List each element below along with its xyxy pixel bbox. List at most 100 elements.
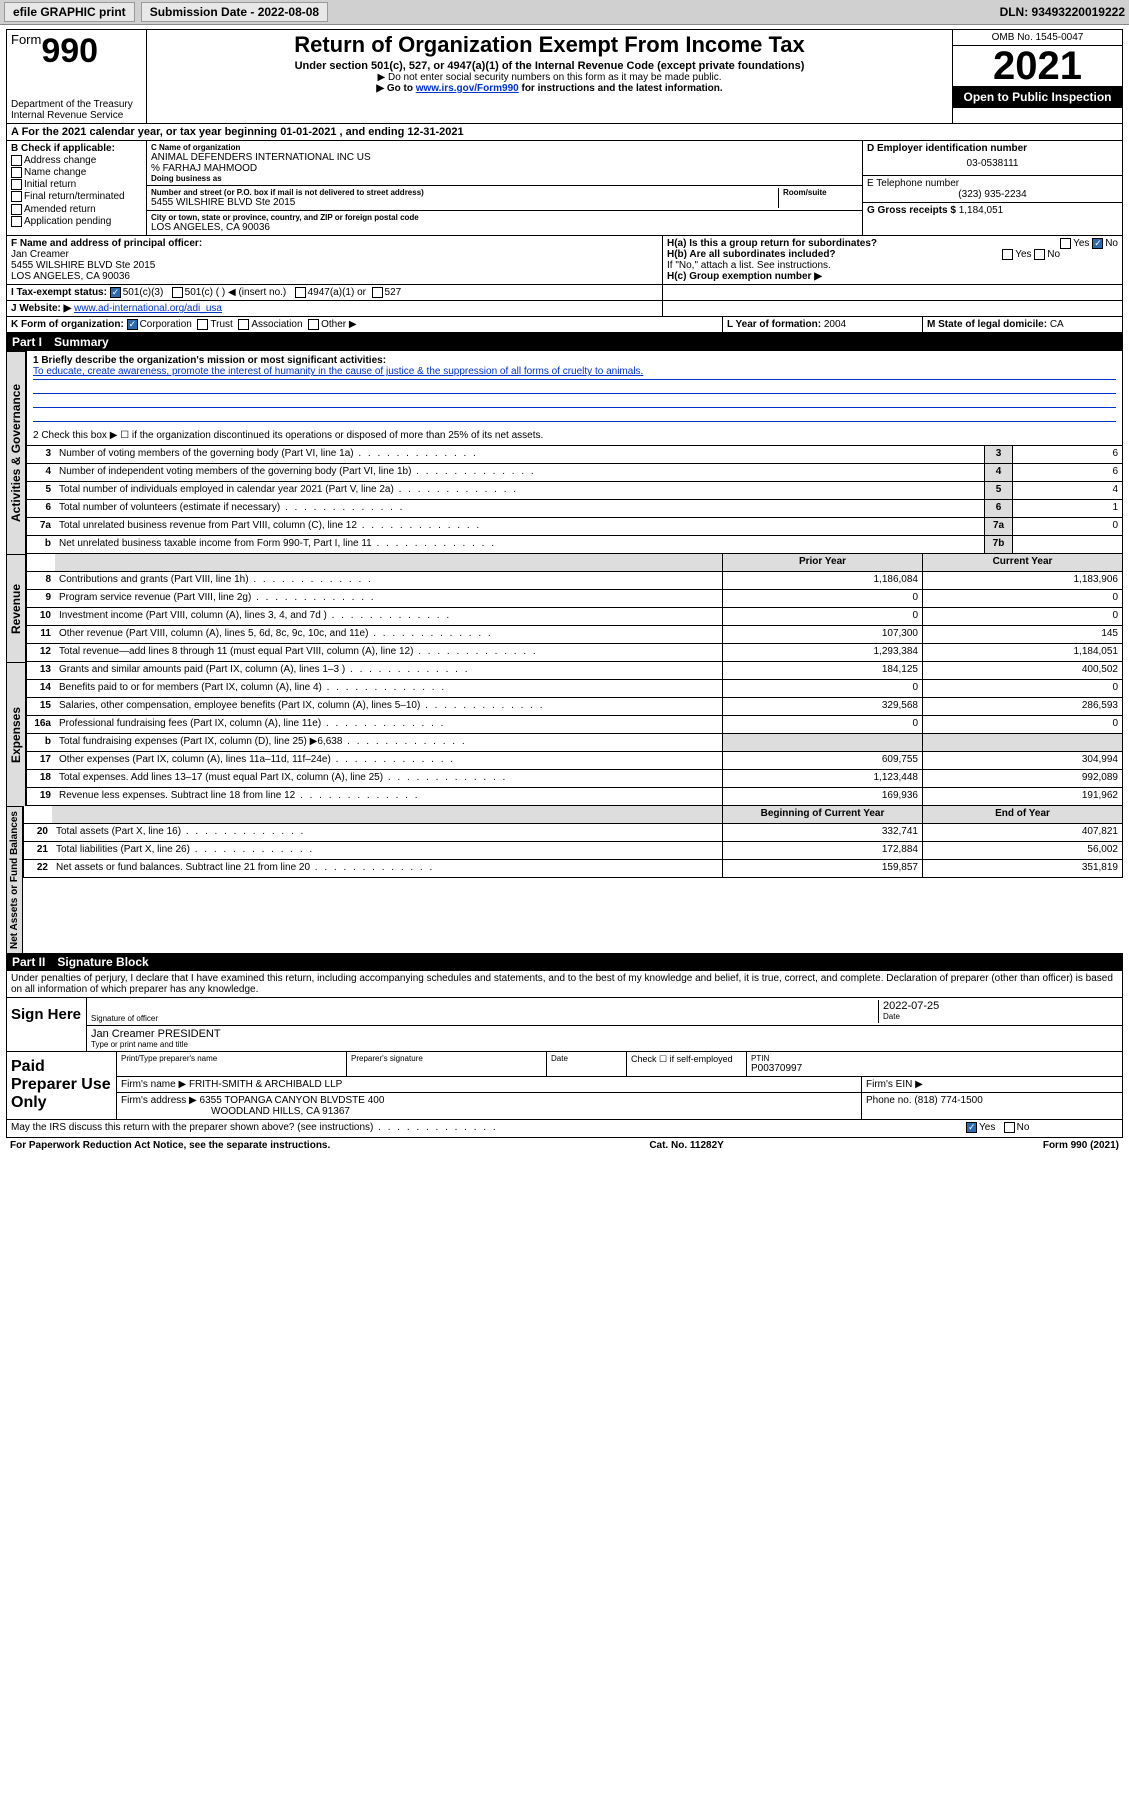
sign-here-block: Sign Here Signature of officer 2022-07-2… xyxy=(6,998,1123,1052)
ptin-value: P00370997 xyxy=(751,1063,1118,1074)
mission-blank-3 xyxy=(33,408,1116,422)
gov-line-b: bNet unrelated business taxable income f… xyxy=(26,536,1123,554)
exp-line-b: bTotal fundraising expenses (Part IX, co… xyxy=(26,734,1123,752)
cb-501c3[interactable] xyxy=(110,287,121,298)
officer-label: F Name and address of principal officer: xyxy=(11,238,658,249)
state-domicile: CA xyxy=(1050,319,1064,330)
prior-year-header: Prior Year xyxy=(722,554,922,571)
cb-hb-yes[interactable] xyxy=(1002,249,1013,260)
paid-preparer-block: Paid Preparer Use Only Print/Type prepar… xyxy=(6,1052,1123,1120)
cb-ha-no[interactable] xyxy=(1092,238,1103,249)
officer-signature-field[interactable] xyxy=(91,1000,878,1014)
officer-printed-name: Jan Creamer PRESIDENT xyxy=(91,1028,1118,1040)
officer-name: Jan Creamer xyxy=(11,249,658,260)
exp-line-17: 17Other expenses (Part IX, column (A), l… xyxy=(26,752,1123,770)
cb-ha-yes[interactable] xyxy=(1060,238,1071,249)
cb-final-return[interactable] xyxy=(11,191,22,202)
irs-link[interactable]: www.irs.gov/Form990 xyxy=(416,83,519,94)
cb-name-change[interactable] xyxy=(11,167,22,178)
discuss-row: May the IRS discuss this return with the… xyxy=(6,1120,1123,1138)
row-k-l-m: K Form of organization: Corporation Trus… xyxy=(6,317,1123,333)
dba-label: Doing business as xyxy=(151,174,858,183)
firm-addr2: WOODLAND HILLS, CA 91367 xyxy=(121,1106,857,1117)
footer-cat: Cat. No. 11282Y xyxy=(649,1140,723,1151)
gov-line-4: 4Number of independent voting members of… xyxy=(26,464,1123,482)
officer-addr1: 5455 WILSHIRE BLVD Ste 2015 xyxy=(11,260,658,271)
vert-label-revenue: Revenue xyxy=(6,554,26,662)
form-title: Return of Organization Exempt From Incom… xyxy=(153,32,946,58)
cb-discuss-yes[interactable] xyxy=(966,1122,977,1133)
officer-addr2: LOS ANGELES, CA 90036 xyxy=(11,271,658,282)
cb-initial-return[interactable] xyxy=(11,179,22,190)
vert-label-expenses: Expenses xyxy=(6,662,26,806)
rev-line-11: 11Other revenue (Part VIII, column (A), … xyxy=(26,626,1123,644)
ha-label: H(a) Is this a group return for subordin… xyxy=(667,238,877,249)
printed-name-label: Type or print name and title xyxy=(91,1040,1118,1049)
col-c-org-info: C Name of organization ANIMAL DEFENDERS … xyxy=(147,141,862,235)
dept-treasury: Department of the Treasury xyxy=(11,99,142,110)
form-id-box: Form990 Department of the Treasury Inter… xyxy=(7,30,147,123)
cb-assoc[interactable] xyxy=(238,319,249,330)
vert-label-governance: Activities & Governance xyxy=(6,351,26,554)
cb-amended[interactable] xyxy=(11,204,22,215)
col-de-box: D Employer identification number 03-0538… xyxy=(862,141,1122,235)
firm-addr1: 6355 TOPANGA CANYON BLVDSTE 400 xyxy=(200,1095,385,1106)
discuss-label: May the IRS discuss this return with the… xyxy=(11,1122,373,1133)
prep-name-label: Print/Type preparer's name xyxy=(121,1054,342,1063)
gov-line-7a: 7aTotal unrelated business revenue from … xyxy=(26,518,1123,536)
net-line-22: 22Net assets or fund balances. Subtract … xyxy=(23,860,1123,878)
firm-phone: (818) 774-1500 xyxy=(914,1095,982,1106)
footer-paperwork: For Paperwork Reduction Act Notice, see … xyxy=(10,1140,330,1151)
sign-here-label: Sign Here xyxy=(7,998,87,1051)
cb-501c[interactable] xyxy=(172,287,183,298)
cb-trust[interactable] xyxy=(197,319,208,330)
mission-q: 1 Briefly describe the organization's mi… xyxy=(33,355,1116,366)
cb-corp[interactable] xyxy=(127,319,138,330)
cb-527[interactable] xyxy=(372,287,383,298)
boc-header: Beginning of Current Year xyxy=(722,806,922,823)
hb-note: If "No," attach a list. See instructions… xyxy=(667,260,1118,271)
form-header: Form990 Department of the Treasury Inter… xyxy=(6,29,1123,124)
line-2-discontinue: 2 Check this box ▶ ☐ if the organization… xyxy=(33,430,1116,441)
rev-line-9: 9Program service revenue (Part VIII, lin… xyxy=(26,590,1123,608)
hc-label: H(c) Group exemption number ▶ xyxy=(667,271,1118,282)
net-line-21: 21Total liabilities (Part X, line 26)172… xyxy=(23,842,1123,860)
col-b-checkboxes: B Check if applicable: Address change Na… xyxy=(7,141,147,235)
cb-4947[interactable] xyxy=(295,287,306,298)
ptin-label: PTIN xyxy=(751,1054,1118,1063)
row-f-h: F Name and address of principal officer:… xyxy=(6,236,1123,285)
page-footer: For Paperwork Reduction Act Notice, see … xyxy=(6,1138,1123,1153)
exp-line-15: 15Salaries, other compensation, employee… xyxy=(26,698,1123,716)
cb-address-change[interactable] xyxy=(11,155,22,166)
exp-line-19: 19Revenue less expenses. Subtract line 1… xyxy=(26,788,1123,806)
form-year-box: OMB No. 1545-0047 2021 Open to Public In… xyxy=(952,30,1122,123)
penalties-text: Under penalties of perjury, I declare th… xyxy=(6,971,1123,998)
expenses-section: Expenses 13Grants and similar amounts pa… xyxy=(6,662,1123,806)
cb-discuss-no[interactable] xyxy=(1004,1122,1015,1133)
open-to-public: Open to Public Inspection xyxy=(953,86,1122,108)
hb-label: H(b) Are all subordinates included? xyxy=(667,249,836,260)
exp-line-18: 18Total expenses. Add lines 13–17 (must … xyxy=(26,770,1123,788)
row-i: I Tax-exempt status: 501(c)(3) 501(c) ( … xyxy=(6,285,1123,301)
gov-line-5: 5Total number of individuals employed in… xyxy=(26,482,1123,500)
paid-preparer-label: Paid Preparer Use Only xyxy=(7,1052,117,1119)
rev-line-12: 12Total revenue—add lines 8 through 11 (… xyxy=(26,644,1123,662)
street-label: Number and street (or P.O. box if mail i… xyxy=(151,188,778,197)
cb-hb-no[interactable] xyxy=(1034,249,1045,260)
form-org-label: K Form of organization: xyxy=(11,319,124,330)
cb-app-pending[interactable] xyxy=(11,216,22,227)
gross-receipts-label: G Gross receipts $ xyxy=(867,205,956,216)
phone-label: E Telephone number xyxy=(867,178,1118,189)
rev-line-8: 8Contributions and grants (Part VIII, li… xyxy=(26,572,1123,590)
efile-print-button[interactable]: efile GRAPHIC print xyxy=(4,2,135,22)
cb-other[interactable] xyxy=(308,319,319,330)
part-2-title: Signature Block xyxy=(57,955,148,969)
gross-receipts-value: 1,184,051 xyxy=(959,205,1004,216)
sig-officer-label: Signature of officer xyxy=(91,1014,878,1023)
part-1-num: Part I xyxy=(12,335,42,349)
submission-date-label: Submission Date - 2022-08-08 xyxy=(141,2,328,22)
header-info-grid: B Check if applicable: Address change Na… xyxy=(6,141,1123,236)
activities-governance-section: Activities & Governance 1 Briefly descri… xyxy=(6,351,1123,554)
rev-line-10: 10Investment income (Part VIII, column (… xyxy=(26,608,1123,626)
website-link[interactable]: www.ad-international.org/adi_usa xyxy=(74,303,222,314)
